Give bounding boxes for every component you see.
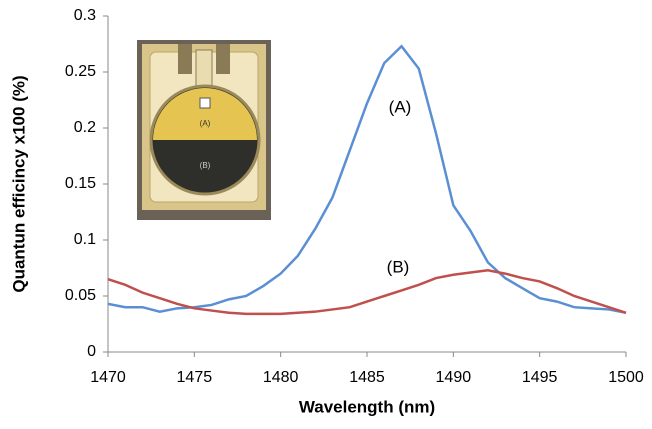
x-tick-label: 1470 bbox=[90, 369, 126, 386]
y-tick-label: 0.05 bbox=[65, 287, 96, 304]
y-tick-label: 0.2 bbox=[74, 119, 96, 136]
y-tick-label: 0.15 bbox=[65, 175, 96, 192]
y-tick-label: 0.25 bbox=[65, 63, 96, 80]
y-tick-label: 0.3 bbox=[74, 7, 96, 24]
x-tick-label: 1495 bbox=[522, 369, 558, 386]
x-tick-label: 1500 bbox=[608, 369, 644, 386]
x-tick-label: 1490 bbox=[436, 369, 472, 386]
y-tick-label: 0 bbox=[87, 343, 96, 360]
inset-label: (A) bbox=[200, 119, 211, 128]
x-tick-label: 1480 bbox=[263, 369, 299, 386]
y-tick-label: 0.1 bbox=[74, 231, 96, 248]
inset-photo bbox=[137, 40, 271, 220]
line-series bbox=[107, 268, 627, 316]
x-tick-label: 1485 bbox=[349, 369, 385, 386]
inset-label: (B) bbox=[200, 161, 211, 170]
series-annotation: (A) bbox=[389, 97, 412, 116]
x-tick-label: 1475 bbox=[177, 369, 213, 386]
y-axis-title: Quantun efficincy x100 (%) bbox=[9, 75, 28, 292]
series-annotation: (B) bbox=[387, 257, 410, 276]
x-axis-title: Wavelength (nm) bbox=[299, 397, 435, 416]
